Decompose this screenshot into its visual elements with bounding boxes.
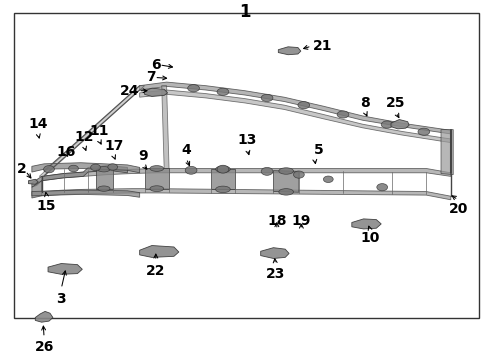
Polygon shape [42, 189, 451, 200]
Ellipse shape [279, 189, 294, 195]
Polygon shape [273, 171, 299, 192]
Ellipse shape [381, 121, 393, 128]
Ellipse shape [150, 186, 164, 192]
Polygon shape [145, 168, 169, 189]
Polygon shape [441, 130, 453, 175]
Text: 7: 7 [146, 71, 156, 84]
Polygon shape [48, 264, 82, 274]
Polygon shape [32, 190, 140, 197]
Bar [14, 13, 479, 318]
Text: 22: 22 [146, 264, 166, 278]
Ellipse shape [150, 166, 164, 171]
Ellipse shape [261, 94, 273, 102]
Text: 17: 17 [104, 139, 123, 153]
Ellipse shape [188, 85, 199, 92]
Polygon shape [140, 246, 179, 257]
Polygon shape [391, 120, 409, 129]
Text: 24: 24 [120, 84, 140, 98]
Ellipse shape [108, 164, 118, 170]
Ellipse shape [69, 165, 78, 172]
Text: 9: 9 [138, 149, 148, 163]
Ellipse shape [185, 166, 197, 174]
Ellipse shape [298, 102, 310, 109]
Text: 4: 4 [181, 143, 191, 157]
Text: 14: 14 [28, 117, 48, 131]
Text: 19: 19 [292, 213, 311, 228]
Text: 6: 6 [151, 58, 161, 72]
Ellipse shape [98, 186, 110, 192]
Ellipse shape [261, 167, 273, 175]
Ellipse shape [217, 88, 229, 95]
Text: 16: 16 [56, 145, 76, 159]
Polygon shape [96, 169, 113, 189]
Text: 21: 21 [313, 39, 332, 53]
Ellipse shape [418, 128, 430, 135]
Polygon shape [211, 169, 235, 189]
Ellipse shape [98, 166, 110, 172]
Polygon shape [278, 47, 301, 55]
Text: 8: 8 [360, 96, 370, 110]
Ellipse shape [377, 184, 388, 191]
Text: 25: 25 [386, 96, 406, 110]
Text: 23: 23 [266, 267, 285, 281]
Ellipse shape [216, 166, 230, 172]
Text: 13: 13 [238, 133, 257, 147]
Polygon shape [32, 163, 140, 173]
Polygon shape [39, 86, 145, 176]
Text: 1: 1 [239, 3, 251, 21]
Text: 18: 18 [267, 213, 287, 228]
Ellipse shape [44, 166, 54, 173]
Polygon shape [261, 248, 289, 258]
Polygon shape [140, 90, 451, 143]
Polygon shape [140, 82, 451, 134]
Polygon shape [145, 88, 168, 96]
Ellipse shape [294, 171, 304, 178]
Polygon shape [352, 219, 381, 229]
Polygon shape [32, 166, 127, 187]
Polygon shape [35, 311, 53, 322]
Polygon shape [42, 168, 451, 181]
Polygon shape [28, 179, 38, 184]
Text: 3: 3 [56, 292, 66, 306]
Polygon shape [162, 86, 169, 168]
Text: 26: 26 [34, 340, 54, 354]
Polygon shape [32, 181, 42, 198]
Ellipse shape [279, 168, 294, 174]
Ellipse shape [337, 111, 349, 118]
Text: 11: 11 [89, 123, 109, 138]
Ellipse shape [217, 165, 229, 173]
Text: 12: 12 [74, 130, 94, 144]
Text: 15: 15 [37, 199, 56, 213]
Ellipse shape [216, 186, 230, 193]
Text: 20: 20 [448, 202, 468, 216]
Text: 10: 10 [360, 231, 380, 245]
Text: 5: 5 [314, 143, 323, 157]
Text: 2: 2 [17, 162, 27, 176]
Ellipse shape [91, 164, 100, 171]
Ellipse shape [323, 176, 333, 183]
